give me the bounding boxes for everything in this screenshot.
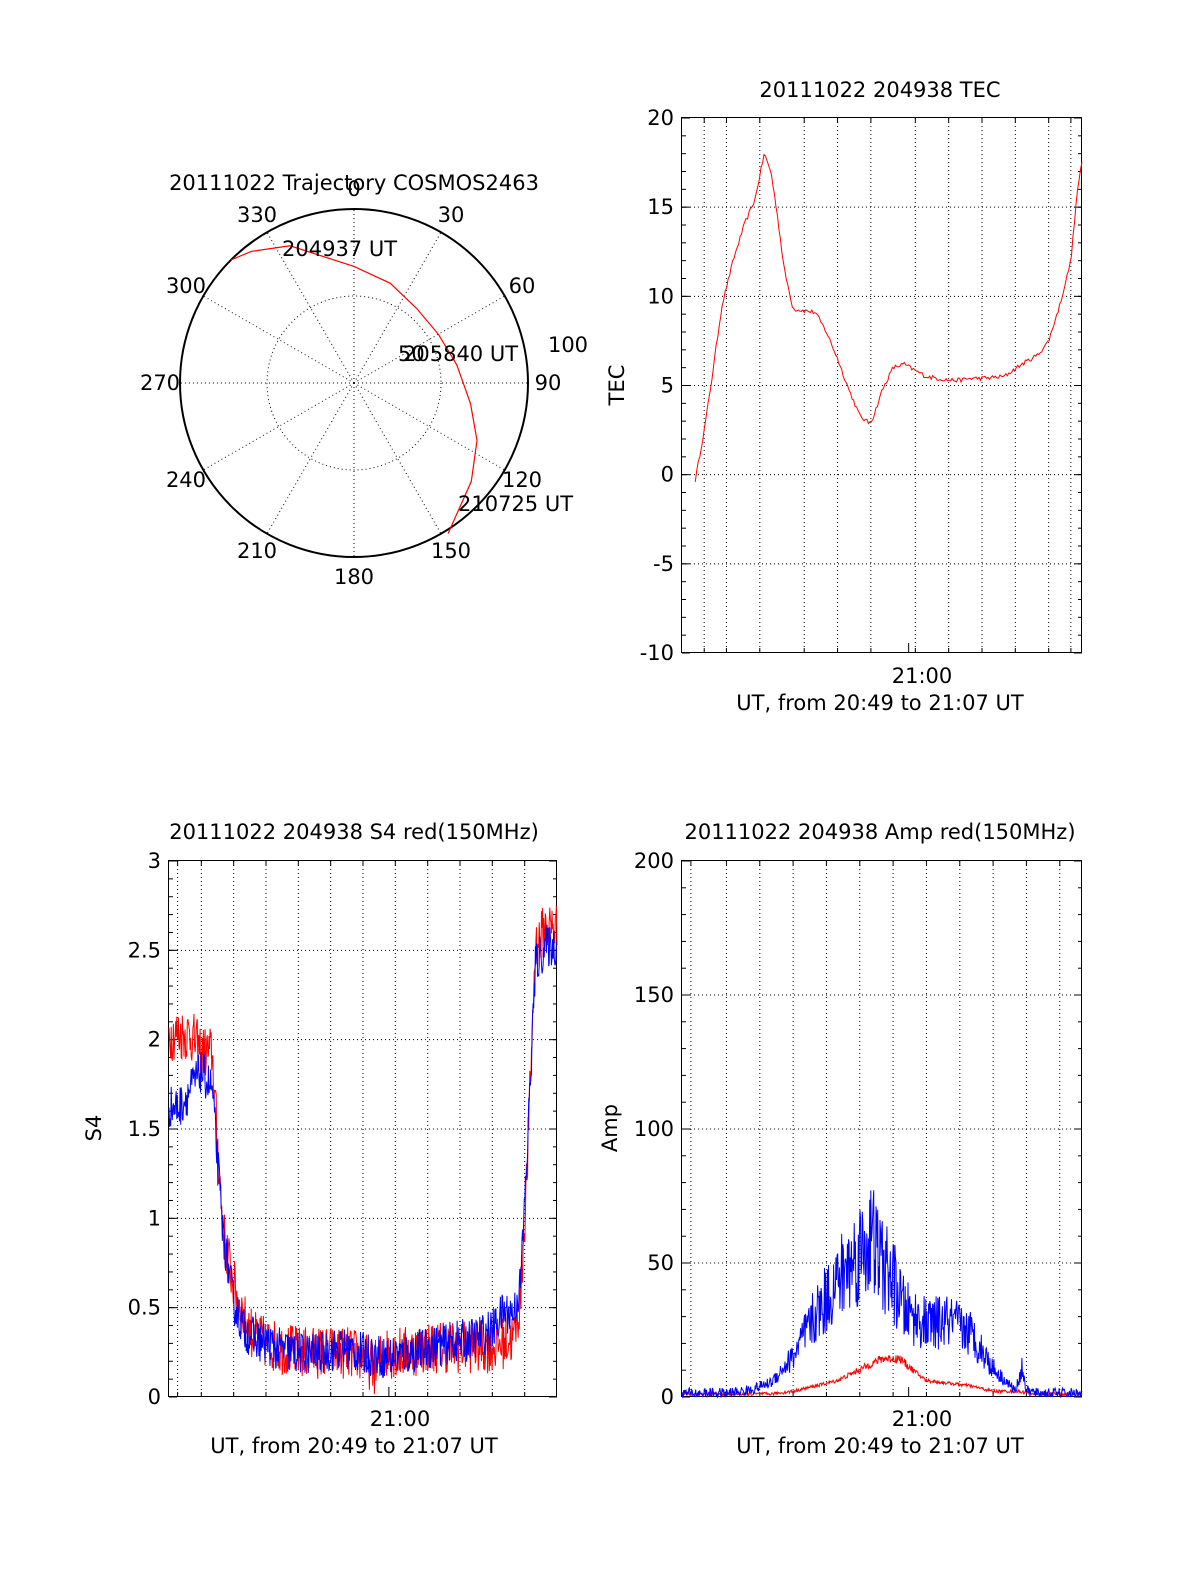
polar-angle-label: 300 xyxy=(166,274,206,298)
polar-angle-label: 120 xyxy=(502,468,542,492)
s4-x-axis-label: UT, from 20:49 to 21:07 UT xyxy=(210,1434,498,1458)
ring-label-100: 100 xyxy=(548,333,588,357)
polar-spoke xyxy=(266,382,355,534)
y-tick-label: 1.5 xyxy=(128,1117,161,1141)
trajectory-end-label: 210725 UT xyxy=(458,492,573,516)
polar-angle-label: 210 xyxy=(237,539,277,563)
polar-ring-50 xyxy=(266,295,442,471)
polar-spoke xyxy=(266,232,355,384)
y-tick-label: 2 xyxy=(148,1028,161,1052)
polar-panel: 20111022 Trajectory COSMOS2463 0 30 60 90 12… xyxy=(140,171,588,589)
y-tick-label: 0 xyxy=(148,1385,161,1409)
amp-panel: 20111022 204938 Amp red(150MHz) 0 50 100 15… xyxy=(598,820,1083,1458)
polar-spoke xyxy=(353,382,505,471)
polar-angle-label: 180 xyxy=(334,565,374,589)
polar-spoke xyxy=(203,295,355,384)
tec-x-axis-label: UT, from 20:49 to 21:07 UT xyxy=(736,691,1024,715)
s4-grid xyxy=(169,861,557,1397)
tec-y-axis-label: TEC xyxy=(605,365,629,407)
y-tick-label: 2.5 xyxy=(128,938,161,962)
polar-spoke xyxy=(353,232,442,384)
polar-grid xyxy=(179,208,529,558)
polar-angle-labels: 0 30 60 90 120 150 180 210 240 270 300 330 xyxy=(140,177,561,589)
polar-angle-label: 150 xyxy=(431,539,471,563)
polar-outer-ring xyxy=(179,208,529,558)
y-tick-label: 3 xyxy=(148,849,161,873)
polar-angle-label: 0 xyxy=(347,177,360,201)
tec-plot-frame xyxy=(681,117,1082,653)
y-tick-label: 0 xyxy=(661,1385,674,1409)
y-tick-label: 1 xyxy=(148,1206,161,1230)
y-tick-label: 150 xyxy=(634,983,674,1007)
amp-plot-frame xyxy=(681,860,1082,1397)
amp-grid xyxy=(682,861,1082,1397)
trajectory-start-label: 204937 UT xyxy=(282,237,397,261)
amp-x-tick-label: 21:00 xyxy=(892,1407,953,1431)
polar-spoke xyxy=(353,295,505,384)
amp-x-axis-label: UT, from 20:49 to 21:07 UT xyxy=(736,1434,1024,1458)
y-tick-label: 100 xyxy=(634,1117,674,1141)
polar-angle-label: 60 xyxy=(509,274,536,298)
y-tick-label: 50 xyxy=(647,1251,674,1275)
y-tick-label: -10 xyxy=(640,641,674,665)
polar-spoke xyxy=(203,382,355,471)
y-tick-label: 0 xyxy=(661,463,674,487)
series-line-1 xyxy=(681,1355,1083,1398)
polar-angle-label: 240 xyxy=(166,468,206,492)
y-tick-label: 0.5 xyxy=(128,1296,161,1320)
polar-angle-label: 270 xyxy=(140,371,180,395)
ring-label-50: 50 xyxy=(398,342,425,366)
s4-panel: 20111022 204938 S4 red(150MHz) 0 0.5 1 1.5 2… xyxy=(82,820,558,1458)
s4-plot-frame xyxy=(168,860,557,1397)
amp-y-tick-labels: 0 50 100 150 200 xyxy=(634,849,674,1409)
series-line-1 xyxy=(694,153,1083,482)
y-tick-label: 10 xyxy=(647,284,674,308)
polar-angle-label: 90 xyxy=(535,371,562,395)
s4-title: 20111022 204938 S4 red(150MHz) xyxy=(169,820,539,844)
series-line-2 xyxy=(681,1190,1083,1399)
polar-title: 20111022 Trajectory COSMOS2463 xyxy=(169,171,539,195)
trajectory-line xyxy=(230,245,478,534)
s4-y-tick-labels: 0 0.5 1 1.5 2 2.5 3 xyxy=(128,849,161,1409)
polar-angle-label: 330 xyxy=(237,203,277,227)
polar-spoke xyxy=(353,382,442,534)
tec-ticks xyxy=(682,117,1082,654)
y-tick-label: 15 xyxy=(647,195,674,219)
polar-angle-label: 30 xyxy=(438,203,465,227)
y-tick-label: 20 xyxy=(647,106,674,130)
trajectory-mid-label: 205840 UT xyxy=(403,342,518,366)
y-tick-label: 200 xyxy=(634,849,674,873)
y-tick-label: -5 xyxy=(653,552,674,576)
tec-title: 20111022 204938 TEC xyxy=(759,78,1000,102)
amp-title: 20111022 204938 Amp red(150MHz) xyxy=(684,820,1075,844)
tec-x-tick-label: 21:00 xyxy=(892,664,953,688)
tec-y-tick-labels: -10 -5 0 5 10 15 20 xyxy=(640,106,674,665)
s4-series xyxy=(168,905,558,1395)
y-tick-label: 5 xyxy=(661,374,674,398)
s4-y-axis-label: S4 xyxy=(82,1115,106,1142)
tec-series xyxy=(694,153,1083,482)
series-line-2 xyxy=(168,924,558,1378)
s4-x-tick-label: 21:00 xyxy=(370,1407,431,1431)
amp-y-axis-label: Amp xyxy=(598,1104,622,1152)
amp-series xyxy=(681,1190,1083,1399)
tec-grid xyxy=(682,118,1082,653)
